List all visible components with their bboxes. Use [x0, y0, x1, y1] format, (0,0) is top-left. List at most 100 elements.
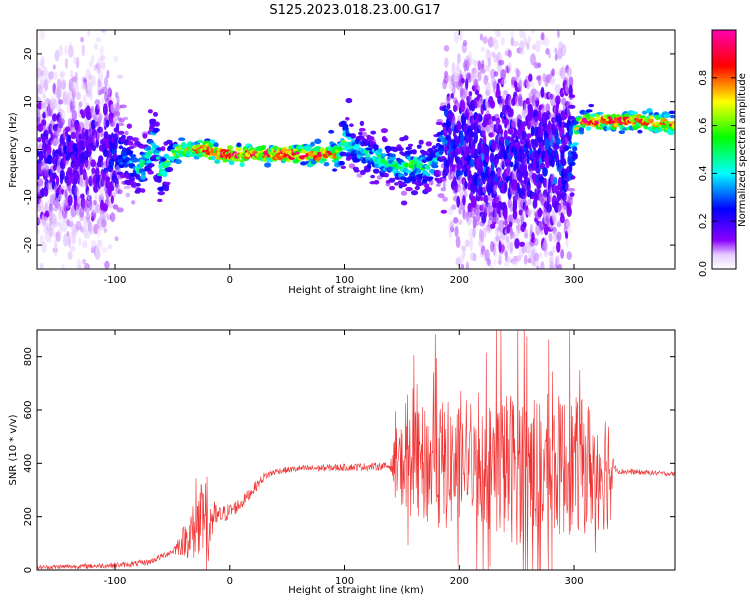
- heatmap-cell: [470, 191, 474, 197]
- heatmap-cell: [365, 147, 373, 151]
- heatmap-cell: [503, 181, 508, 193]
- heatmap-cell: [416, 168, 422, 174]
- heatmap-cell: [209, 139, 216, 144]
- heatmap-cell: [459, 30, 463, 41]
- heatmap-cell: [48, 204, 54, 215]
- heatmap-cell: [605, 126, 612, 131]
- heatmap-cell: [424, 186, 432, 193]
- heatmap-cell: [578, 127, 585, 132]
- heatmap-cell: [60, 109, 66, 120]
- heatmap-cell: [80, 178, 87, 188]
- heatmap-cell: [533, 260, 540, 267]
- heatmap-cell: [437, 147, 445, 152]
- heatmap-cell: [37, 228, 40, 235]
- heatmap-cell: [130, 181, 137, 186]
- heatmap-cell: [454, 100, 459, 112]
- snr-x-axis-label: Height of straight line (km): [288, 585, 424, 596]
- heatmap-cell: [377, 148, 383, 154]
- colorbar-tick-label: 0.8: [698, 70, 709, 86]
- heatmap-cell: [531, 30, 536, 34]
- heatmap-cell: [61, 220, 68, 233]
- heatmap-cell: [540, 32, 545, 41]
- heatmap-cell: [531, 83, 535, 89]
- heatmap-cell: [437, 193, 445, 199]
- heatmap-cell: [107, 244, 113, 250]
- heatmap-cell: [551, 211, 558, 221]
- heatmap-cell: [260, 145, 267, 150]
- heatmap-cell: [462, 39, 468, 47]
- heatmap-cell: [99, 45, 104, 58]
- heatmap-cell: [362, 141, 369, 147]
- heatmap-cell: [464, 239, 470, 248]
- heatmap-cell: [82, 258, 87, 265]
- heatmap-cell: [103, 227, 108, 234]
- heatmap-cell: [85, 160, 91, 171]
- heatmap-cell: [513, 200, 517, 213]
- heatmap-cell: [68, 78, 74, 92]
- heatmap-cell: [60, 79, 67, 90]
- spectrogram-x-ticks: -100 0 100 200 300: [104, 30, 584, 286]
- heatmap-cell: [548, 250, 554, 257]
- snr-y-tick-label: 800: [23, 347, 34, 366]
- heatmap-cell: [113, 55, 119, 63]
- heatmap-cell: [122, 147, 127, 153]
- snr-x-ticks: -100 0 100 200 300: [104, 330, 584, 587]
- heatmap-cell: [461, 245, 467, 252]
- heatmap-cell: [588, 103, 595, 108]
- heatmap-cell: [477, 122, 484, 130]
- heatmap-cell: [157, 191, 165, 196]
- heatmap-cell: [135, 182, 141, 187]
- heatmap-cell: [490, 68, 496, 79]
- heatmap-cell: [45, 139, 49, 145]
- heatmap-cell: [560, 43, 567, 57]
- heatmap-cell: [456, 62, 460, 73]
- heatmap-cell: [460, 263, 465, 269]
- heatmap-cell: [328, 129, 335, 134]
- heatmap-cell: [400, 190, 408, 196]
- heatmap-cell: [87, 190, 91, 201]
- heatmap-cell: [48, 71, 55, 80]
- snr-x-tick-label: 200: [450, 576, 469, 587]
- heatmap-cell: [115, 111, 121, 117]
- heatmap-cell: [41, 119, 47, 126]
- heatmap-cell: [37, 178, 44, 187]
- heatmap-cell: [464, 180, 468, 189]
- heatmap-cell: [427, 176, 434, 180]
- heatmap-cell: [527, 103, 534, 117]
- heatmap-cell: [89, 199, 93, 211]
- heatmap-cell: [71, 105, 76, 111]
- heatmap-cell: [92, 74, 96, 87]
- heatmap-cell: [474, 89, 480, 96]
- heatmap-cell: [78, 237, 82, 246]
- heatmap-cell: [543, 224, 549, 236]
- heatmap-cell: [131, 200, 136, 205]
- heatmap-cell: [568, 94, 576, 99]
- heatmap-cell: [566, 206, 572, 218]
- heatmap-cell: [564, 145, 570, 152]
- heatmap-cell: [438, 151, 444, 155]
- heatmap-cell: [462, 248, 466, 258]
- heatmap-cell: [239, 159, 245, 163]
- heatmap-cell: [425, 141, 432, 147]
- heatmap-cell: [506, 240, 511, 251]
- heatmap-cell: [585, 109, 593, 113]
- heatmap-cell: [147, 163, 155, 168]
- heatmap-cell: [496, 30, 501, 38]
- heatmap-cell: [509, 241, 514, 254]
- colorbar-tick-label: 0.2: [698, 213, 709, 229]
- heatmap-cell: [537, 74, 542, 86]
- heatmap-cell: [550, 93, 556, 107]
- heatmap-cell: [414, 185, 420, 191]
- heatmap-cell: [193, 155, 200, 160]
- heatmap-cell: [60, 70, 65, 83]
- heatmap-cell: [150, 142, 157, 147]
- heatmap-cell: [264, 162, 272, 168]
- heatmap-cell: [544, 250, 548, 258]
- snr-y-ticks: 0 200 400 600 800: [23, 347, 675, 573]
- heatmap-cell: [670, 121, 675, 125]
- heatmap-cell: [455, 236, 461, 248]
- heatmap-cell: [95, 243, 99, 257]
- heatmap-cell: [388, 177, 396, 183]
- heatmap-cell: [480, 46, 486, 53]
- heatmap-cell: [394, 182, 399, 186]
